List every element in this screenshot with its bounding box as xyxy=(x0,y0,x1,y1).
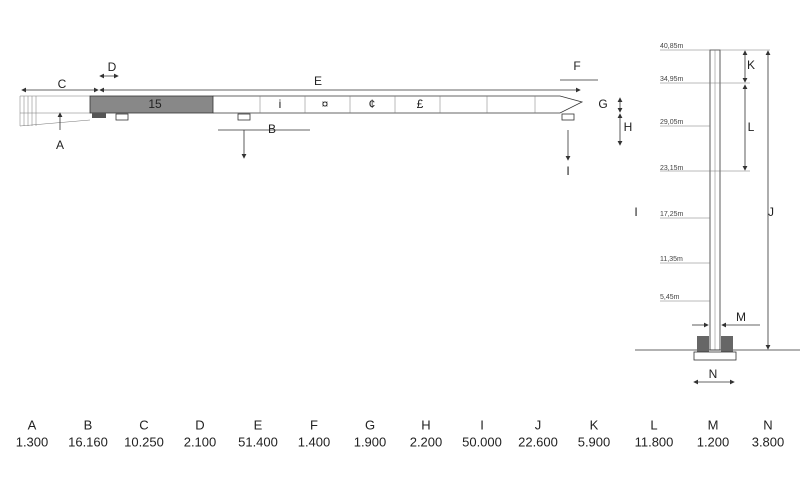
dimension-label: C xyxy=(58,77,67,91)
dimension-label: M xyxy=(736,310,746,324)
height-label: 29,05m xyxy=(660,119,684,126)
jib xyxy=(19,95,584,127)
dimension-label: G xyxy=(598,97,607,111)
table-header: D xyxy=(195,417,204,432)
section-number: 15 xyxy=(148,97,162,111)
side-label: I xyxy=(634,205,637,219)
table-value: 5.900 xyxy=(578,434,611,449)
height-label: 34,95m xyxy=(660,76,684,83)
table-value: 2.200 xyxy=(410,434,443,449)
height-label: 23,15m xyxy=(660,165,684,172)
table-value: 2.100 xyxy=(184,434,217,449)
table-header: F xyxy=(310,417,318,432)
table-value: 3.800 xyxy=(752,434,785,449)
jib-symbol: ¤ xyxy=(322,97,329,111)
dimension-label: A xyxy=(56,138,64,152)
jib-symbol: i xyxy=(279,97,282,111)
dimension-label: I xyxy=(566,164,569,178)
dimension-label: H xyxy=(624,120,633,134)
dimension-label: E xyxy=(314,74,322,88)
dimension-label: J xyxy=(768,205,774,219)
dimension-label: D xyxy=(108,60,117,74)
dimension-label: K xyxy=(747,58,755,72)
table-value: 10.250 xyxy=(124,434,164,449)
table-header: M xyxy=(708,417,719,432)
table-header: H xyxy=(421,417,430,432)
table-header: N xyxy=(763,417,772,432)
table-value: 51.400 xyxy=(238,434,278,449)
jib-symbol: £ xyxy=(417,97,424,111)
table-value: 1.200 xyxy=(697,434,730,449)
dimension-label: N xyxy=(709,367,718,381)
height-label: 17,25m xyxy=(660,211,684,218)
jib-symbol: ¢ xyxy=(369,97,376,111)
mast xyxy=(635,49,800,385)
table-header: C xyxy=(139,417,148,432)
height-label: 11,35m xyxy=(660,256,683,263)
dimension-lines xyxy=(21,73,623,161)
height-label: 40,85m xyxy=(660,43,684,50)
table-value: 16.160 xyxy=(68,434,108,449)
table-value: 1.400 xyxy=(298,434,331,449)
table-header: A xyxy=(28,417,37,432)
table-header: L xyxy=(650,417,657,432)
table-value: 1.300 xyxy=(16,434,49,449)
table-value: 50.000 xyxy=(462,434,502,449)
dimension-label: B xyxy=(268,122,276,136)
dimension-label: F xyxy=(573,59,580,73)
table-header: J xyxy=(535,417,542,432)
table-value: 22.600 xyxy=(518,434,558,449)
dimension-label: L xyxy=(748,120,755,134)
table-value: 1.900 xyxy=(354,434,387,449)
height-label: 5,45m xyxy=(660,294,680,301)
table-header: B xyxy=(84,417,93,432)
table-header: I xyxy=(480,417,484,432)
table-header: K xyxy=(590,417,599,432)
table-header: E xyxy=(254,417,263,432)
table-header: G xyxy=(365,417,375,432)
table-value: 11.800 xyxy=(635,434,674,449)
